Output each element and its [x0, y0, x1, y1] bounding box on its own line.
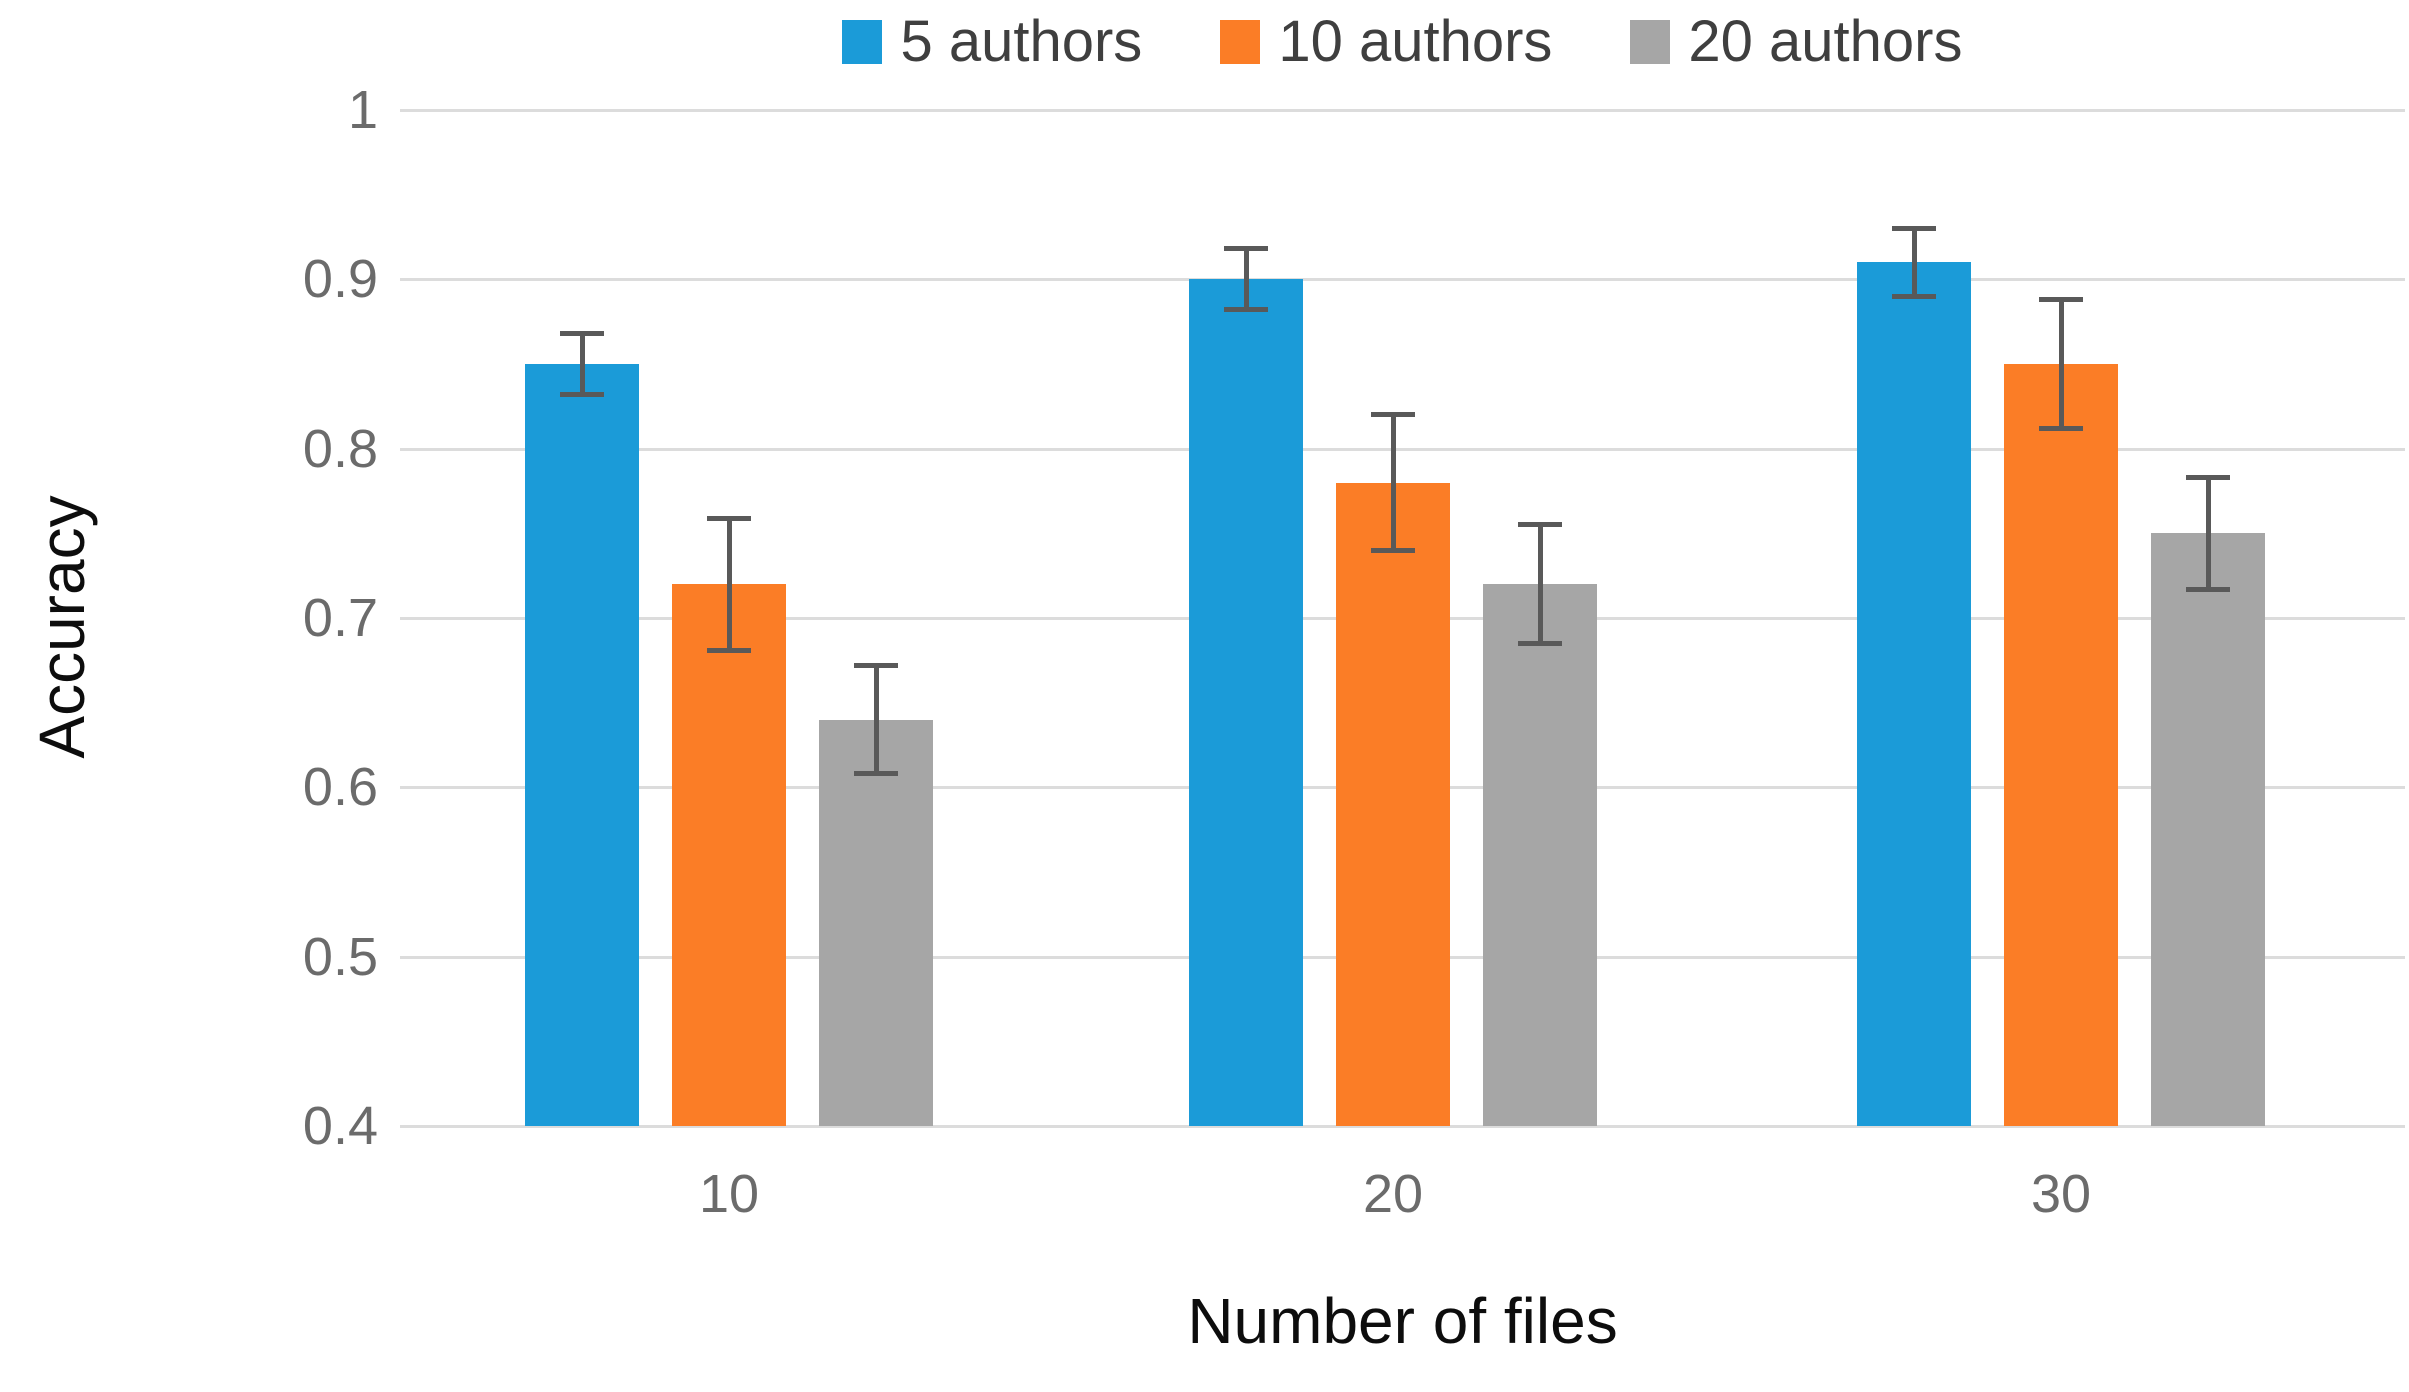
error-bar-cap — [1224, 307, 1268, 313]
y-tick-label: 0.4 — [302, 1096, 378, 1156]
error-bar-cap — [1518, 522, 1562, 528]
x-tick-label: 30 — [2030, 1164, 2092, 1224]
x-axis-title: Number of files — [1187, 1285, 1618, 1357]
error-bar — [1390, 414, 1396, 551]
error-bar-cap — [2039, 297, 2083, 303]
legend-label: 10 authors — [1278, 9, 1553, 74]
error-bar — [873, 665, 879, 774]
error-bar-cap — [1371, 412, 1415, 418]
y-tick-label: 0.5 — [302, 926, 378, 987]
legend-label: 20 authors — [1688, 9, 1963, 74]
bar — [1483, 584, 1597, 1126]
error-bar-cap — [2186, 474, 2230, 480]
error-bar-cap — [707, 515, 751, 521]
gridline — [400, 1125, 2405, 1128]
bar — [1189, 279, 1303, 1126]
legend-swatch-icon — [1630, 20, 1671, 64]
error-bar-cap — [707, 647, 751, 653]
error-bar-cap — [1892, 293, 1936, 299]
x-tick-label: 20 — [1362, 1164, 1424, 1224]
error-bar-cap — [854, 662, 898, 668]
error-bar — [1911, 228, 1917, 297]
bar — [2004, 364, 2118, 1126]
error-bar-cap — [2186, 586, 2230, 592]
error-bar-cap — [560, 391, 604, 397]
y-tick-label: 0.8 — [302, 418, 378, 479]
y-tick-label: 0.9 — [302, 249, 378, 310]
gridline — [400, 278, 2405, 282]
legend: 5 authors 10 authors 20 authors — [400, 10, 2405, 74]
error-bar — [726, 518, 732, 651]
error-bar-cap — [560, 331, 604, 337]
legend-item: 10 authors — [1220, 10, 1552, 74]
error-bar-cap — [1892, 226, 1936, 232]
gridline — [400, 447, 2405, 451]
legend-item: 20 authors — [1630, 9, 1963, 74]
bar — [525, 364, 639, 1126]
legend-swatch-icon — [1220, 20, 1261, 64]
error-bar-cap — [854, 771, 898, 777]
legend-item: 5 authors — [842, 10, 1142, 74]
error-bar-cap — [2039, 425, 2083, 431]
legend-label: 5 authors — [900, 9, 1143, 74]
y-tick-label: 1 — [347, 80, 378, 140]
bar — [1857, 262, 1971, 1126]
bar — [672, 584, 786, 1126]
bar — [819, 719, 933, 1126]
y-tick-label: 0.6 — [302, 757, 378, 818]
y-tick-label: 0.7 — [302, 588, 378, 648]
error-bar-cap — [1518, 640, 1562, 646]
error-bar-cap — [1371, 547, 1415, 553]
error-bar — [1243, 248, 1249, 310]
x-tick-label: 10 — [698, 1164, 760, 1224]
error-bar — [1537, 524, 1543, 644]
y-axis-title: Accuracy — [26, 495, 98, 759]
error-bar-cap — [1224, 246, 1268, 252]
error-bar — [579, 333, 585, 395]
error-bar — [2058, 299, 2064, 429]
bar — [2151, 533, 2265, 1126]
gridline — [400, 109, 2405, 112]
bar — [1336, 482, 1450, 1126]
error-bar — [2205, 477, 2211, 590]
legend-swatch-icon — [842, 20, 883, 64]
